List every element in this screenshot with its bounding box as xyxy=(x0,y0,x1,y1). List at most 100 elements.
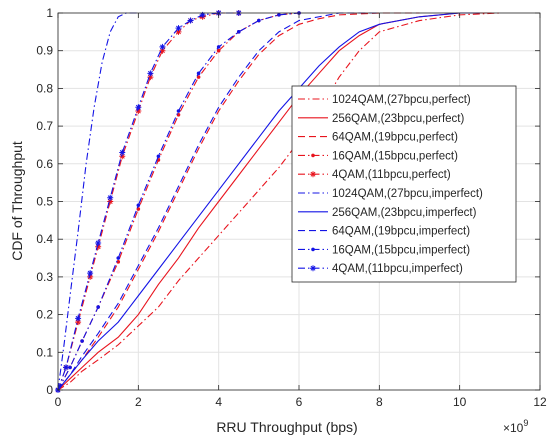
legend-entry: 256QAM,(23bpcu,imperfect) xyxy=(298,207,477,219)
series-marker xyxy=(75,315,82,322)
y-tick-label: 0.3 xyxy=(36,270,53,284)
series-group xyxy=(57,12,500,391)
y-tick-label: 0.2 xyxy=(36,308,53,322)
series-group xyxy=(57,12,380,391)
legend: 1024QAM,(27bpcu,perfect) 256QAM,(23bpcu,p… xyxy=(291,85,517,283)
series-marker xyxy=(87,270,94,277)
series-marker xyxy=(159,47,166,54)
x-axis-exponent-base: ×10 xyxy=(503,421,524,435)
legend-entry: 64QAM,(19bpcu,imperfect) xyxy=(298,226,470,238)
x-tick-label: 6 xyxy=(296,395,303,409)
series-marker xyxy=(116,260,121,264)
series-line xyxy=(57,12,500,391)
y-tick-label: 0.6 xyxy=(36,157,53,171)
series-marker xyxy=(119,149,126,156)
series-marker xyxy=(116,256,121,260)
series-marker xyxy=(107,194,114,201)
legend-label: 4QAM,(11bpcu,imperfect) xyxy=(332,263,463,275)
series-marker xyxy=(187,17,194,24)
legend-label: 64QAM,(19bpcu,perfect) xyxy=(332,132,458,144)
series-line xyxy=(57,12,380,391)
y-tick-label: 0.4 xyxy=(36,232,53,246)
series-group xyxy=(57,12,420,391)
legend-label: 1024QAM,(27bpcu,perfect) xyxy=(332,94,471,106)
x-tick-label: 10 xyxy=(453,395,467,409)
legend-marker xyxy=(310,171,316,178)
series-marker xyxy=(277,13,281,17)
y-tick-label: 1 xyxy=(46,6,53,20)
legend-label: 16QAM,(15bpcu,perfect) xyxy=(332,150,458,162)
y-tick-label: 0.5 xyxy=(36,195,53,209)
series-marker xyxy=(95,243,102,250)
x-tick-label: 2 xyxy=(135,395,142,409)
series-marker xyxy=(107,198,114,205)
series-line xyxy=(57,12,420,391)
y-tick-label: 0.7 xyxy=(36,119,53,133)
legend-marker xyxy=(310,265,316,272)
legend-marker xyxy=(311,247,315,252)
series-marker xyxy=(257,18,261,23)
series-marker xyxy=(147,70,154,77)
series-layer xyxy=(55,10,500,393)
y-axis-label: CDF of Throughput xyxy=(9,141,25,261)
y-tick-label: 0.1 xyxy=(36,345,53,359)
y-tick-label: 0 xyxy=(46,383,53,397)
legend-entry: 4QAM,(11bpcu,perfect) xyxy=(298,169,451,181)
legend-entry: 1024QAM,(27bpcu,perfect) xyxy=(298,94,471,106)
legend-entry: 4QAM,(11bpcu,imperfect) xyxy=(298,263,463,275)
series-marker xyxy=(236,30,241,34)
series-marker xyxy=(216,45,221,49)
series-marker xyxy=(176,109,181,113)
series-marker xyxy=(68,365,72,370)
x-axis-exponent-power: 9 xyxy=(523,418,528,428)
axes-layer: 0 2 4 6 8 10 12 0 0.1 0.2 0.3 0.4 0.5 0.6 0.7 0.8 0.9 1 xyxy=(36,6,547,409)
series-marker xyxy=(196,71,201,76)
series-marker xyxy=(199,11,206,18)
series-marker xyxy=(159,43,166,50)
legend-label: 4QAM,(11bpcu,perfect) xyxy=(332,169,451,181)
legend-label: 256QAM,(23bpcu,imperfect) xyxy=(332,207,477,219)
x-axis-label: RRU Throughput (bps) xyxy=(216,419,357,435)
series-marker xyxy=(175,25,182,32)
series-line xyxy=(57,12,300,391)
series-group xyxy=(57,12,139,391)
legend-entry: 64QAM,(19bpcu,perfect) xyxy=(298,132,458,144)
y-tick-label: 0.9 xyxy=(36,44,53,58)
series-marker xyxy=(87,273,94,280)
series-group xyxy=(57,12,492,391)
legend-entry: 16QAM,(15bpcu,imperfect) xyxy=(298,244,470,256)
series-group xyxy=(55,10,242,393)
legend-box xyxy=(291,85,517,283)
series-marker xyxy=(135,108,142,115)
series-line xyxy=(57,12,480,391)
x-tick-label: 8 xyxy=(376,395,383,409)
x-axis-exponent: ×109 xyxy=(503,418,528,435)
legend-marker xyxy=(311,153,315,158)
legend-entry: 256QAM,(23bpcu,perfect) xyxy=(298,113,464,125)
series-marker xyxy=(196,75,201,79)
series-marker xyxy=(63,364,70,371)
series-marker xyxy=(175,28,182,35)
legend-label: 16QAM,(15bpcu,imperfect) xyxy=(332,244,470,256)
series-marker xyxy=(156,154,161,159)
legend-label: 256QAM,(23bpcu,perfect) xyxy=(332,113,464,125)
series-group xyxy=(57,12,480,391)
series-marker xyxy=(96,305,100,309)
legend-label: 1024QAM,(27bpcu,imperfect) xyxy=(332,188,483,200)
series-line xyxy=(57,12,492,391)
y-tick-label: 0.8 xyxy=(36,81,53,95)
series-marker xyxy=(135,104,142,111)
legend-label: 64QAM,(19bpcu,imperfect) xyxy=(332,226,470,238)
series-marker xyxy=(80,339,84,343)
series-line xyxy=(57,12,139,391)
x-tick-label: 12 xyxy=(533,395,547,409)
legend-entry: 1024QAM,(27bpcu,imperfect) xyxy=(298,188,483,200)
series-marker xyxy=(216,48,221,53)
legend-entry: 16QAM,(15bpcu,perfect) xyxy=(298,150,458,162)
series-marker xyxy=(75,319,82,326)
series-marker xyxy=(136,203,141,208)
series-group xyxy=(56,11,301,392)
x-tick-label: 0 xyxy=(55,395,62,409)
series-marker xyxy=(147,74,154,81)
